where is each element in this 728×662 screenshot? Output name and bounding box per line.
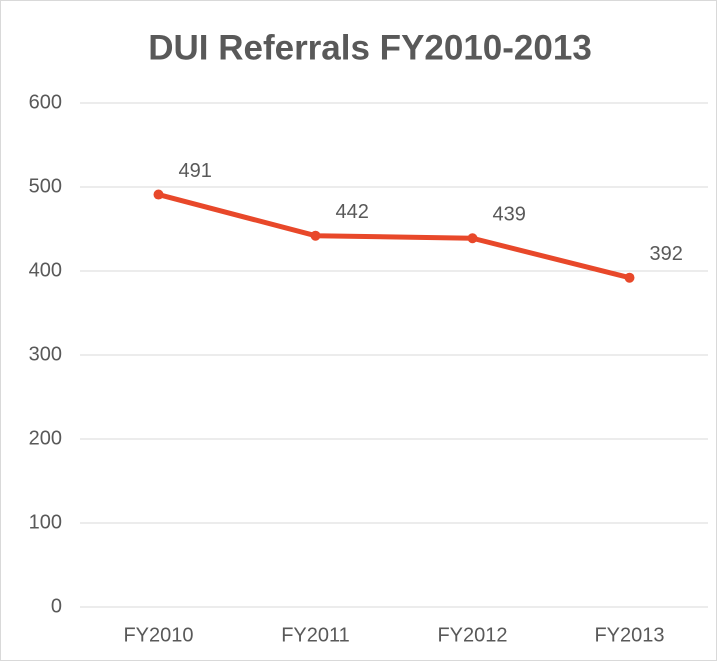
x-tick-label: FY2012 xyxy=(437,624,507,646)
line xyxy=(157,192,631,281)
point xyxy=(467,233,478,244)
y-tick-label: 600 xyxy=(29,91,62,113)
y-tick-label: 500 xyxy=(29,175,62,197)
x-tick-label: FY2011 xyxy=(281,624,350,646)
data-label: 439 xyxy=(493,204,526,226)
data-label: 392 xyxy=(650,243,683,265)
data-label: 491 xyxy=(179,160,212,182)
point xyxy=(153,189,164,200)
y-tick-label: 100 xyxy=(29,511,62,533)
y-tick-label: 400 xyxy=(29,259,62,281)
x-tick-label: FY2010 xyxy=(123,624,193,646)
y-tick-label: 300 xyxy=(29,343,62,365)
y-tick-label: 0 xyxy=(51,595,62,617)
y-tick-label: 200 xyxy=(29,427,62,449)
point xyxy=(624,272,635,283)
chart-title: DUI Referrals FY2010-2013 xyxy=(148,28,592,67)
data-label: 442 xyxy=(336,201,369,223)
point xyxy=(310,230,321,241)
x-tick-label: FY2013 xyxy=(594,624,664,646)
